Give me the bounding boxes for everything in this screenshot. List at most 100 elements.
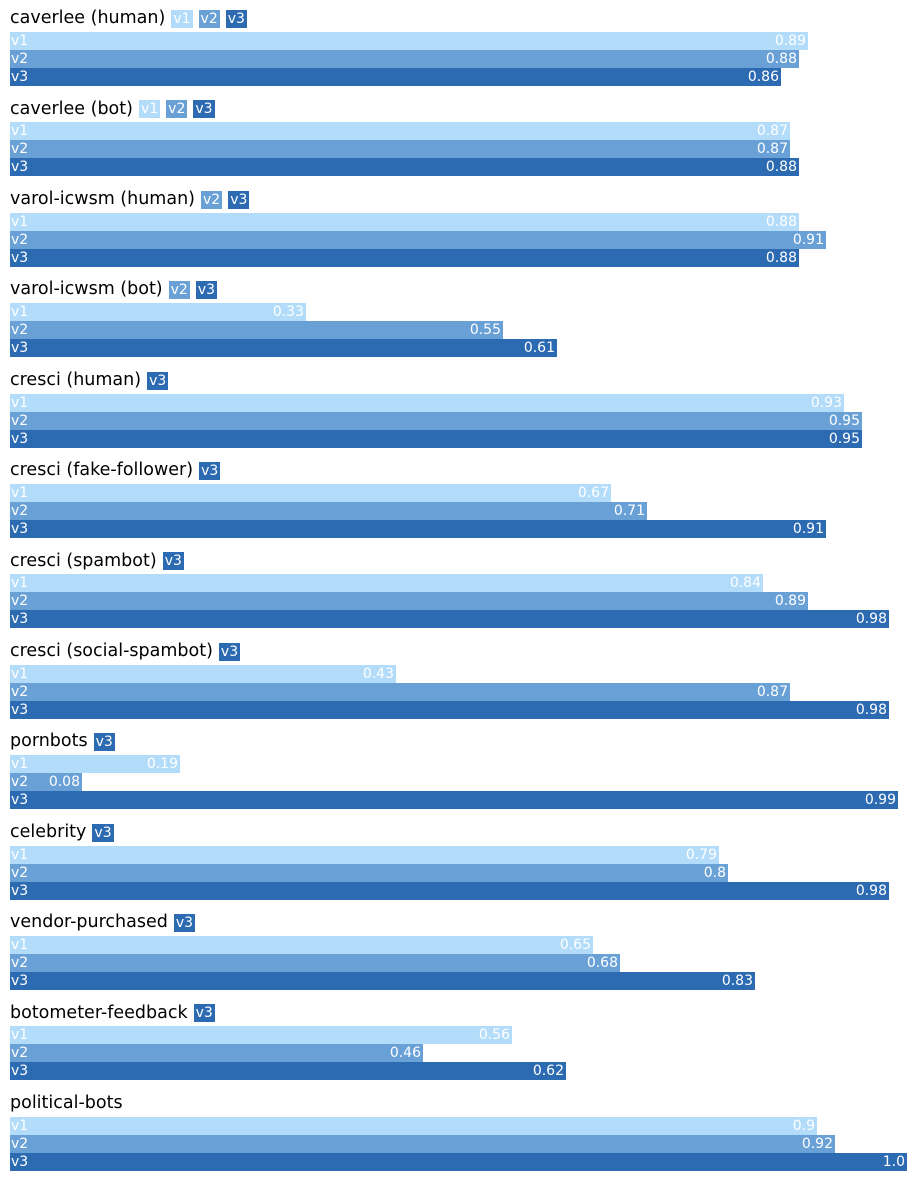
bar bbox=[10, 321, 503, 340]
bar bbox=[10, 682, 790, 701]
group-title-row: cresci (fake-follower) v3 bbox=[10, 456, 226, 486]
bar-row: v3 0.98 bbox=[10, 610, 889, 629]
bar-row: v2 0.88 bbox=[10, 50, 799, 68]
version-badges: v1 v2 v3 bbox=[138, 100, 221, 119]
version-badge: v3 bbox=[92, 823, 114, 842]
group-title: caverlee (bot) bbox=[10, 98, 133, 119]
bar-value-label: 0.83 bbox=[721, 973, 753, 989]
group-title-row: cresci (social-spambot) v3 bbox=[10, 637, 246, 667]
bar-row: v1 0.33 bbox=[10, 303, 306, 322]
bar-value-label: 0.91 bbox=[792, 231, 824, 248]
bar-row: v2 0.95 bbox=[10, 411, 862, 430]
bar-series-label: v1 bbox=[11, 756, 29, 773]
bar bbox=[10, 972, 755, 990]
bar-group: varol-icwsm (bot) v2 v3 v1 0.33 v2 0.55 v3 0.61 bbox=[0, 275, 907, 363]
version-badges: v3 bbox=[93, 733, 121, 752]
bar-row: v1 0.43 bbox=[10, 664, 396, 683]
version-badge: v3 bbox=[225, 10, 247, 28]
bar-series-label: v2 bbox=[11, 51, 29, 67]
bar-series-label: v3 bbox=[11, 1063, 29, 1080]
bar-value-label: 0.95 bbox=[828, 430, 860, 447]
bar-series-label: v1 bbox=[11, 485, 29, 501]
bar-row: v1 0.9 bbox=[10, 1116, 817, 1135]
bar-value-label: 0.62 bbox=[532, 1063, 564, 1080]
bar-value-label: 0.95 bbox=[828, 412, 860, 429]
bar-row: v3 0.88 bbox=[10, 158, 799, 177]
bar-series-label: v3 bbox=[11, 792, 29, 809]
bar-series-label: v2 bbox=[11, 774, 29, 791]
bar bbox=[10, 1116, 817, 1135]
version-badge: v2 bbox=[168, 281, 190, 300]
group-title-row: vendor-purchased v3 bbox=[10, 908, 201, 938]
version-badge: v3 bbox=[218, 642, 241, 661]
bar-row: v2 0.87 bbox=[10, 682, 790, 701]
bar-series-label: v2 bbox=[11, 322, 29, 339]
bar-value-label: 0.79 bbox=[685, 846, 717, 863]
bar-row: v3 1.0 bbox=[10, 1152, 907, 1171]
bar-value-label: 0.71 bbox=[613, 503, 645, 519]
bar-row: v3 0.98 bbox=[10, 700, 889, 719]
group-title: cresci (social-spambot) bbox=[10, 641, 213, 662]
group-title-row: cresci (human) v3 bbox=[10, 366, 174, 396]
bar-value-label: 0.91 bbox=[792, 521, 824, 537]
group-title: pornbots bbox=[10, 731, 88, 752]
bar-series-label: v3 bbox=[11, 159, 29, 176]
bar-series-label: v2 bbox=[11, 231, 29, 248]
bar-row: v3 0.95 bbox=[10, 429, 862, 448]
bar bbox=[10, 664, 396, 683]
bar-series-label: v1 bbox=[11, 304, 29, 321]
bar bbox=[10, 393, 844, 412]
group-title: cresci (spambot) bbox=[10, 550, 157, 571]
bar-series-label: v3 bbox=[11, 701, 29, 718]
group-title: varol-icwsm (human) bbox=[10, 189, 195, 210]
bar-group: varol-icwsm (human) v2 v3 v1 0.88 v2 0.91 v3 0.8… bbox=[0, 185, 907, 273]
bar-value-label: 0.87 bbox=[756, 123, 788, 140]
bar-row: v1 0.65 bbox=[10, 936, 593, 954]
bar-row: v2 0.46 bbox=[10, 1044, 423, 1063]
version-badges: v2 v3 bbox=[201, 190, 255, 209]
bar bbox=[10, 773, 82, 792]
bar bbox=[10, 429, 862, 448]
bar-group: cresci (spambot) v3 v1 0.84 v2 0.89 v3 0.98 bbox=[0, 546, 907, 634]
bar bbox=[10, 122, 790, 141]
bar bbox=[10, 881, 889, 900]
group-title: cresci (human) bbox=[10, 369, 142, 390]
group-title-row: caverlee (human) v1 v2 v3 bbox=[10, 4, 253, 34]
bar-series-label: v2 bbox=[11, 503, 29, 519]
group-title: vendor-purchased bbox=[10, 912, 168, 933]
bar-series-label: v3 bbox=[11, 882, 29, 899]
bar bbox=[10, 303, 306, 322]
bar-row: v3 0.83 bbox=[10, 972, 755, 990]
bar-series-label: v1 bbox=[11, 846, 29, 863]
bar-value-label: 1.0 bbox=[882, 1153, 905, 1170]
group-title-row: celebrity v3 bbox=[10, 818, 120, 848]
bar-row: v1 0.67 bbox=[10, 484, 611, 502]
group-title: caverlee (human) bbox=[10, 8, 166, 29]
bar-series-label: v2 bbox=[11, 141, 29, 158]
bar bbox=[10, 230, 826, 249]
bar bbox=[10, 32, 808, 50]
bar-series-label: v1 bbox=[11, 394, 29, 411]
bar-row: v1 0.56 bbox=[10, 1026, 512, 1045]
bar-group: vendor-purchased v3 v1 0.65 v2 0.68 v3 0.83 bbox=[0, 908, 907, 996]
bar-row: v3 0.61 bbox=[10, 339, 557, 358]
bar-group: cresci (fake-follower) v3 v1 0.67 v2 0.71 v3 0.… bbox=[0, 456, 907, 544]
bar-row: v3 0.88 bbox=[10, 248, 799, 267]
version-badges: v2 v3 bbox=[168, 281, 223, 300]
group-title: political-bots bbox=[10, 1093, 123, 1114]
bar-value-label: 0.61 bbox=[523, 340, 555, 357]
bar-value-label: 0.88 bbox=[765, 213, 797, 230]
bar-row: v2 0.68 bbox=[10, 954, 620, 972]
version-badge: v3 bbox=[193, 1004, 215, 1023]
bar-row: v2 0.91 bbox=[10, 230, 826, 249]
bar-row: v1 0.88 bbox=[10, 212, 799, 231]
bar bbox=[10, 610, 889, 629]
bar-series-label: v3 bbox=[11, 611, 29, 628]
bar bbox=[10, 936, 593, 954]
bar-series-label: v3 bbox=[11, 69, 29, 85]
bar-series-label: v2 bbox=[11, 955, 29, 971]
bar bbox=[10, 592, 808, 611]
version-badge: v2 bbox=[166, 100, 188, 119]
version-badge: v3 bbox=[162, 552, 184, 571]
